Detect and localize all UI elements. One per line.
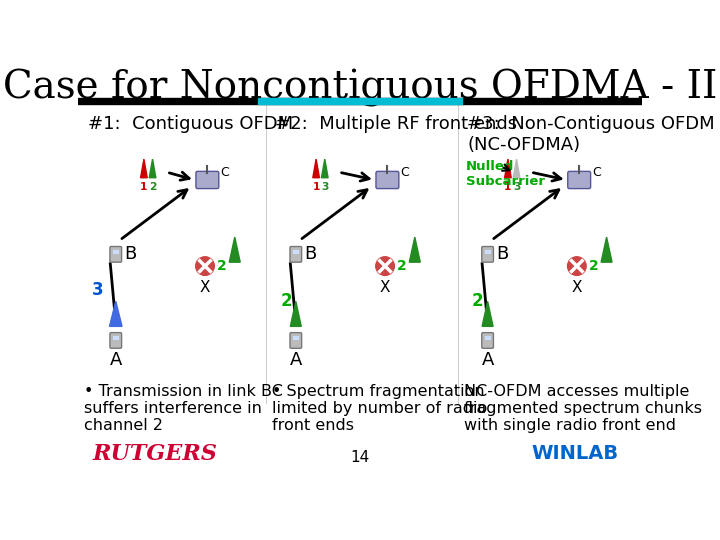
Bar — [78, 98, 642, 104]
Text: C: C — [220, 166, 229, 179]
Bar — [293, 250, 299, 254]
Text: #1:  Contiguous OFDM: #1: Contiguous OFDM — [88, 115, 293, 133]
Text: • Spectrum fragmentation
limited by number of radio
front ends: • Spectrum fragmentation limited by numb… — [272, 383, 487, 433]
Text: 2: 2 — [149, 182, 156, 192]
Polygon shape — [229, 237, 240, 262]
Text: C: C — [592, 166, 601, 179]
Text: 2: 2 — [217, 259, 227, 273]
Text: X: X — [572, 280, 582, 295]
Text: Nulled
Subcarrier: Nulled Subcarrier — [466, 160, 544, 188]
Text: RUTGERS: RUTGERS — [92, 443, 217, 465]
Text: 1: 1 — [312, 182, 320, 192]
Text: #3:  Non-Contiguous OFDM
(NC-OFDMA): #3: Non-Contiguous OFDM (NC-OFDMA) — [467, 115, 715, 154]
Bar — [293, 336, 299, 340]
Text: 2: 2 — [589, 259, 598, 273]
Text: A: A — [482, 351, 494, 369]
FancyBboxPatch shape — [110, 333, 122, 348]
FancyBboxPatch shape — [482, 247, 493, 262]
FancyBboxPatch shape — [110, 247, 122, 262]
FancyBboxPatch shape — [376, 171, 399, 188]
Text: C: C — [400, 166, 409, 179]
Polygon shape — [601, 237, 612, 262]
Text: X: X — [380, 280, 390, 295]
FancyBboxPatch shape — [482, 333, 493, 348]
Polygon shape — [482, 301, 493, 326]
Text: A: A — [109, 351, 122, 369]
Text: 3: 3 — [92, 281, 104, 299]
Text: NC-OFDM accesses multiple
fragmented spectrum chunks
with single radio front end: NC-OFDM accesses multiple fragmented spe… — [464, 383, 702, 433]
Bar — [112, 250, 119, 254]
Text: 2: 2 — [280, 292, 292, 310]
Circle shape — [196, 257, 215, 275]
Polygon shape — [505, 159, 511, 178]
FancyBboxPatch shape — [290, 333, 302, 348]
Text: #2:  Multiple RF front ends: #2: Multiple RF front ends — [276, 115, 518, 133]
Text: B: B — [305, 245, 317, 264]
Text: • Transmission in link BC
suffers interference in
channel 2: • Transmission in link BC suffers interf… — [84, 383, 284, 433]
Bar — [112, 336, 119, 340]
Bar — [485, 336, 491, 340]
Text: 14: 14 — [351, 450, 369, 465]
Polygon shape — [109, 301, 122, 326]
FancyBboxPatch shape — [568, 171, 590, 188]
Text: 3: 3 — [513, 182, 521, 192]
Circle shape — [567, 257, 586, 275]
Text: A: A — [289, 351, 302, 369]
Text: B: B — [496, 245, 508, 264]
Text: 1: 1 — [504, 182, 512, 192]
Text: 1: 1 — [140, 182, 148, 192]
Text: 3: 3 — [321, 182, 328, 192]
FancyBboxPatch shape — [290, 247, 302, 262]
Text: 2: 2 — [397, 259, 407, 273]
Text: 2: 2 — [472, 292, 484, 310]
FancyBboxPatch shape — [196, 171, 219, 188]
Text: X: X — [199, 280, 210, 295]
Bar — [258, 98, 462, 104]
Polygon shape — [321, 159, 328, 178]
Polygon shape — [290, 301, 301, 326]
Polygon shape — [312, 159, 320, 178]
Polygon shape — [140, 159, 147, 178]
Bar — [485, 250, 491, 254]
Polygon shape — [409, 237, 420, 262]
Circle shape — [376, 257, 395, 275]
Text: B: B — [125, 245, 137, 264]
Polygon shape — [513, 159, 520, 178]
Text: WINLAB: WINLAB — [531, 444, 618, 463]
Text: Case for Noncontiguous OFDMA - II: Case for Noncontiguous OFDMA - II — [3, 69, 717, 107]
Polygon shape — [149, 159, 156, 178]
